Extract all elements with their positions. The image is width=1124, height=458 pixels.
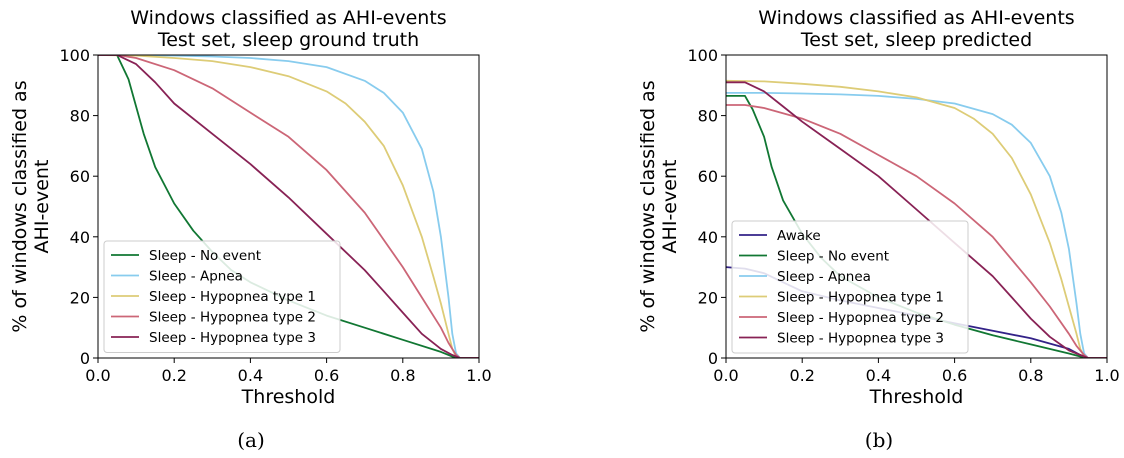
x-tick-label: 1.0	[466, 366, 491, 385]
series-line	[726, 79, 1107, 358]
y-axis-label-line: % of windows classified as	[637, 80, 659, 332]
x-tick-label: 0.6	[314, 366, 339, 385]
x-tick-label: 0.4	[866, 366, 891, 385]
y-axis-label-line: % of windows classified as	[9, 80, 31, 332]
legend-label: Sleep - Hypopnea type 2	[149, 310, 316, 326]
y-tick-label: 20	[698, 288, 718, 307]
y-tick-label: 80	[698, 107, 718, 126]
y-tick-label: 100	[59, 46, 90, 65]
series-line	[98, 55, 479, 358]
x-tick-label: 0.2	[789, 366, 814, 385]
y-tick-label: 60	[698, 167, 718, 186]
legend: Sleep - No event Sleep - Apnea Sleep - Hyp…	[103, 240, 341, 353]
legend-label: Sleep - Hypopnea type 3	[777, 331, 944, 347]
series-line	[98, 55, 479, 358]
x-tick-label: 0.2	[161, 366, 186, 385]
x-tick-label: 1.0	[1094, 366, 1119, 385]
legend-box	[731, 220, 969, 354]
y-tick-label: 20	[70, 288, 90, 307]
series-line	[726, 92, 1107, 358]
y-tick-label: 40	[698, 228, 718, 247]
series-group	[98, 55, 479, 358]
legend-label: Sleep - Hypopnea type 2	[777, 310, 944, 326]
x-tick-label: 0.6	[942, 366, 967, 385]
y-axis-label-line: AHI-event	[659, 160, 681, 254]
series-line	[726, 104, 1107, 358]
caption-a: (a)	[237, 428, 265, 452]
y-axis-label-line: AHI-event	[31, 160, 53, 254]
y-tick-label: 40	[70, 228, 90, 247]
y-tick-label: 0	[80, 349, 90, 368]
x-tick-label: 0.0	[713, 366, 738, 385]
chart-title-line: Windows classified as AHI-events	[130, 7, 446, 29]
legend-box	[103, 240, 341, 353]
axes-frame	[725, 54, 1108, 359]
y-tick-label: 0	[708, 349, 718, 368]
legend-label: Sleep - No event	[149, 248, 261, 264]
chart-title-line: Windows classified as AHI-events	[758, 7, 1074, 29]
x-tick-label: 0.0	[85, 366, 110, 385]
chart-title-line: Test set, sleep predicted	[800, 29, 1032, 51]
y-tick-label: 80	[70, 107, 90, 126]
chart-title-line: Test set, sleep ground truth	[157, 29, 419, 51]
legend-label: Sleep - Hypopnea type 1	[149, 289, 316, 305]
x-axis-label: Threshold	[869, 386, 964, 408]
series-line	[98, 55, 479, 358]
x-tick-label: 0.8	[390, 366, 415, 385]
legend-label: Sleep - No event	[777, 249, 889, 265]
legend-label: Sleep - Hypopnea type 3	[149, 330, 316, 346]
caption-b: (b)	[864, 428, 894, 452]
legend-label: Sleep - Apnea	[149, 269, 243, 285]
y-tick-label: 60	[70, 167, 90, 186]
legend-label: Sleep - Apnea	[777, 269, 871, 285]
x-tick-label: 0.4	[238, 366, 263, 385]
legend-label: Awake	[777, 228, 821, 244]
x-tick-label: 0.8	[1018, 366, 1043, 385]
legend-label: Sleep - Hypopnea type 1	[777, 290, 944, 306]
y-tick-label: 100	[687, 46, 718, 65]
axes-frame	[97, 54, 480, 359]
x-axis-label: Threshold	[241, 386, 336, 408]
legend: Awake Sleep - No event Sleep - Apnea Sleep …	[731, 220, 969, 354]
